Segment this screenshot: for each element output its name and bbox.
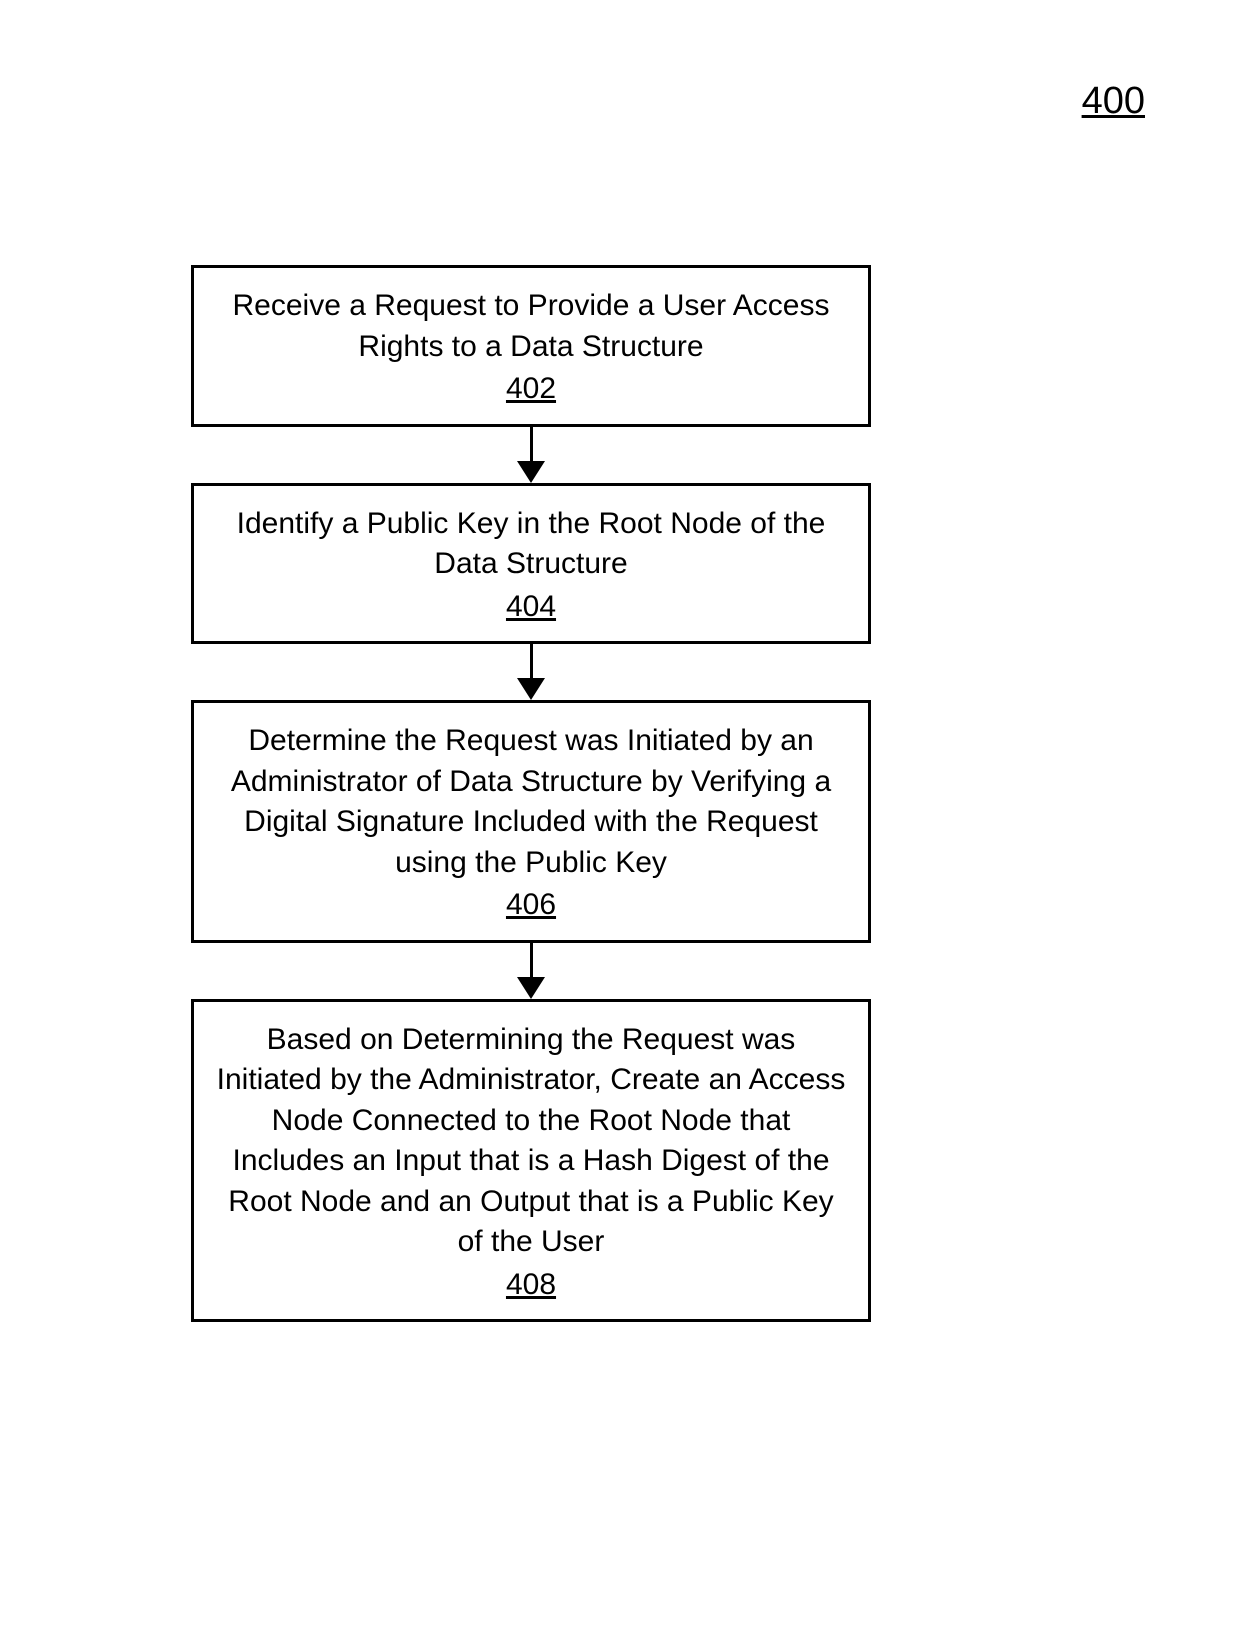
flow-node-ref: 402 xyxy=(506,369,556,410)
flow-node-404: Identify a Public Key in the Root Node o… xyxy=(191,483,871,645)
flow-node-text: Determine the Request was Initiated by a… xyxy=(231,724,831,879)
flow-node-ref: 406 xyxy=(506,885,556,926)
arrow-head-icon xyxy=(517,461,545,483)
arrow-line xyxy=(530,943,533,977)
flow-node-402: Receive a Request to Provide a User Acce… xyxy=(191,265,871,427)
flow-node-ref: 404 xyxy=(506,587,556,628)
flow-node-408: Based on Determining the Request was Ini… xyxy=(191,999,871,1323)
flow-node-406: Determine the Request was Initiated by a… xyxy=(191,700,871,943)
arrow-line xyxy=(530,644,533,678)
flow-node-text: Based on Determining the Request was Ini… xyxy=(217,1023,846,1259)
flow-node-text: Receive a Request to Provide a User Acce… xyxy=(233,289,830,363)
figure-number-label: 400 xyxy=(1082,80,1145,123)
arrow-406-408 xyxy=(517,943,545,999)
arrow-line xyxy=(530,427,533,461)
flow-node-ref: 408 xyxy=(506,1265,556,1306)
arrow-head-icon xyxy=(517,678,545,700)
arrow-head-icon xyxy=(517,977,545,999)
arrow-402-404 xyxy=(517,427,545,483)
flowchart-container: Receive a Request to Provide a User Acce… xyxy=(191,265,871,1322)
flow-node-text: Identify a Public Key in the Root Node o… xyxy=(237,507,826,581)
arrow-404-406 xyxy=(517,644,545,700)
